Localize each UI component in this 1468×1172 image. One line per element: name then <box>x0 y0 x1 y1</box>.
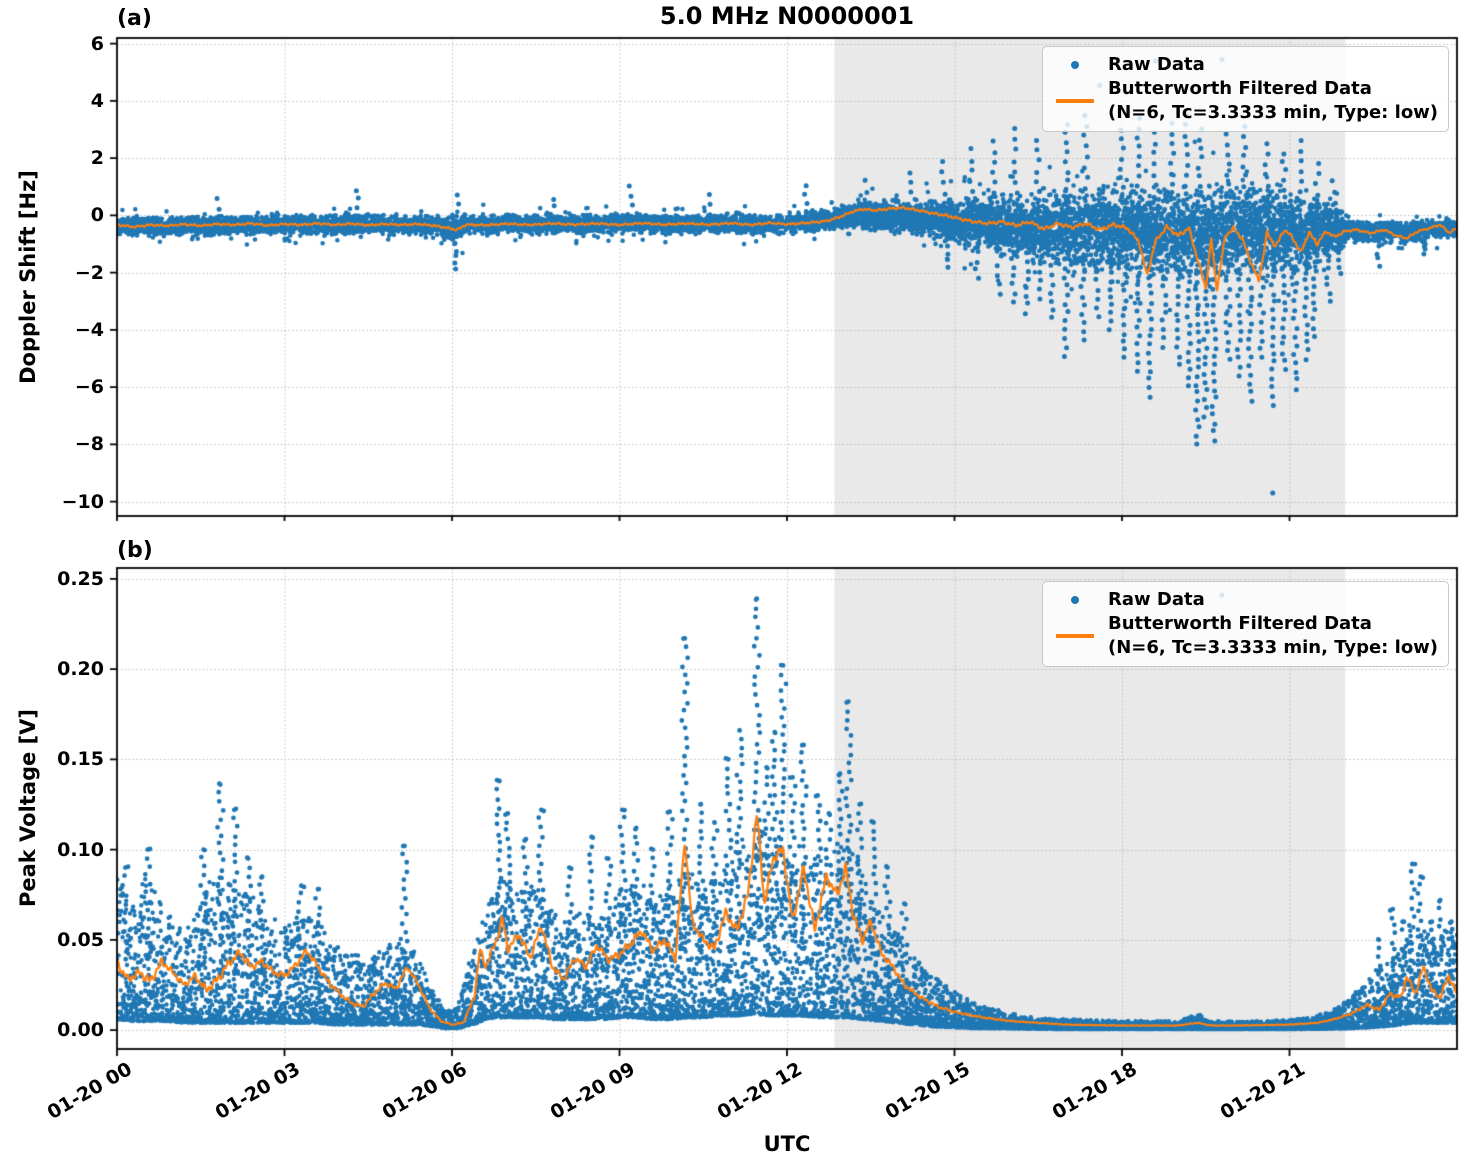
legend-entry-filtered: Butterworth Filtered Data (N=6, Tc=3.333… <box>1052 612 1439 660</box>
legend-raw-label: Raw Data <box>1108 54 1205 75</box>
filtered-line-marker-col <box>1052 634 1098 638</box>
y-tick-label-a: −2 <box>74 261 104 284</box>
figure-title: 5.0 MHz N0000001 <box>659 2 915 30</box>
legend-filtered-label-line2: (N=6, Tc=3.3333 min, Type: low) <box>1108 637 1439 658</box>
raw-data-marker-col <box>1052 596 1098 604</box>
y-tick-label-a: 6 <box>90 32 104 55</box>
panel-b-tag: (b) <box>117 538 153 563</box>
x-axis-label: UTC <box>763 1132 811 1156</box>
legend-entry-filtered: Butterworth Filtered Data (N=6, Tc=3.333… <box>1052 77 1439 125</box>
y-tick-label-a: 2 <box>90 147 104 170</box>
legend-entry-raw: Raw Data <box>1052 53 1439 77</box>
y-tick-label-b: 0.20 <box>57 658 104 681</box>
legend-filtered-label: Butterworth Filtered Data (N=6, Tc=3.333… <box>1108 612 1438 660</box>
y-tick-label-b: 0.05 <box>57 928 104 951</box>
y-tick-label-a: 4 <box>90 89 104 112</box>
y-tick-label-a: −10 <box>61 490 104 513</box>
y-tick-label-a: 0 <box>90 204 104 227</box>
legend-filtered-label: Butterworth Filtered Data (N=6, Tc=3.333… <box>1108 77 1438 125</box>
y-tick-label-a: −6 <box>74 376 104 399</box>
filtered-line-marker-col <box>1052 99 1098 103</box>
y-tick-label-a: −8 <box>74 433 104 456</box>
filtered-line-icon <box>1056 634 1094 638</box>
legend-raw-label: Raw Data <box>1108 589 1205 610</box>
y-axis-label-b: Peak Voltage [V] <box>16 708 40 908</box>
legend-filtered-label-line1: Butterworth Filtered Data <box>1108 613 1372 634</box>
legend-filtered-label-line2: (N=6, Tc=3.3333 min, Type: low) <box>1108 102 1439 123</box>
filtered-line-icon <box>1056 99 1094 103</box>
y-tick-label-b: 0.15 <box>57 748 104 771</box>
raw-data-dot-icon <box>1071 61 1079 69</box>
legend-b: Raw Data Butterworth Filtered Data (N=6,… <box>1042 581 1449 667</box>
y-tick-label-b: 0.10 <box>57 838 104 861</box>
legend-entry-raw: Raw Data <box>1052 588 1439 612</box>
legend-a: Raw Data Butterworth Filtered Data (N=6,… <box>1042 46 1449 132</box>
y-tick-label-a: −4 <box>74 318 104 341</box>
raw-data-dot-icon <box>1071 596 1079 604</box>
panel-a-tag: (a) <box>117 6 152 31</box>
legend-filtered-label-line1: Butterworth Filtered Data <box>1108 78 1372 99</box>
y-tick-label-b: 0.00 <box>57 1019 104 1042</box>
y-tick-label-b: 0.25 <box>57 567 104 590</box>
raw-data-marker-col <box>1052 61 1098 69</box>
